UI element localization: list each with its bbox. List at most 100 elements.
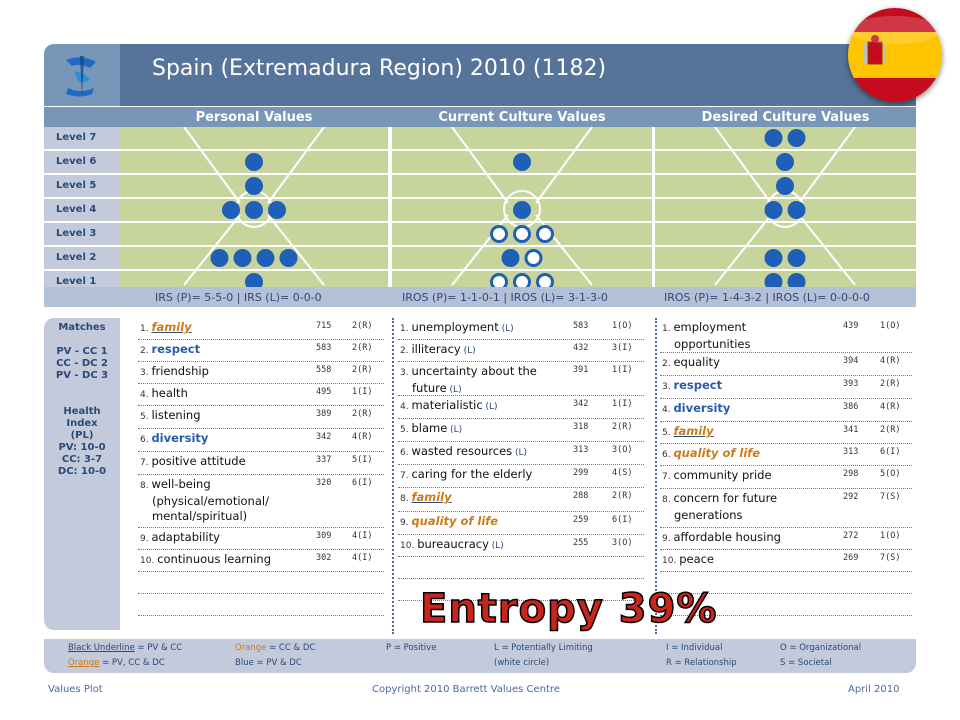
value-item: 5. listening (140, 408, 310, 425)
value-rank: 9. (140, 534, 152, 544)
vote-count: 386 (843, 402, 859, 412)
row-divider (398, 418, 644, 419)
value-label: quality of life (411, 514, 499, 528)
vote-count: 342 (316, 432, 332, 442)
value-rank: 7. (662, 472, 674, 482)
limiting-value-dot (524, 249, 543, 267)
hourglass-line (535, 127, 593, 204)
value-label: positive attitude (151, 454, 246, 468)
barrett-logo (44, 44, 120, 106)
level-band (655, 223, 916, 245)
row-divider (660, 571, 912, 572)
vote-count: 439 (843, 321, 859, 331)
limiting-marker: (L) (482, 402, 498, 412)
value-label: bureaucracy (417, 537, 489, 551)
vote-count: 259 (573, 515, 589, 525)
legend-white-circle: (white circle) (494, 658, 550, 668)
match-cc-dc: CC - DC 2 (56, 358, 108, 369)
value-rank: 8. (140, 481, 152, 491)
value-rank: 8. (400, 494, 412, 504)
vote-count: 313 (843, 447, 859, 457)
limiting-value-dot (513, 225, 531, 243)
level-code: 5(O) (880, 469, 901, 479)
value-item: 6. diversity (140, 431, 310, 448)
value-item: 8. concern for future generations (662, 491, 837, 523)
title-bar (120, 44, 916, 106)
value-rank: 2. (140, 346, 152, 356)
value-rank: 1. (662, 324, 674, 334)
positive-value-dot (268, 201, 286, 219)
row-divider (398, 361, 644, 362)
legend-limiting: L = Potentially Limiting (494, 643, 593, 653)
level-code: 1(I) (612, 365, 633, 375)
value-item: 7. caring for the elderly (400, 467, 567, 484)
row-divider (660, 488, 912, 489)
value-label: affordable housing (673, 530, 781, 544)
value-label: family (151, 320, 192, 334)
value-item: 2. equality (662, 355, 837, 372)
row-divider (660, 443, 912, 444)
value-rank: 4. (400, 402, 412, 412)
value-item: 4. health (140, 386, 310, 403)
limiting-value-dot (536, 273, 554, 287)
row-divider (398, 511, 644, 512)
value-item: 8. well-being (physical/emotional/mental/… (140, 477, 310, 524)
value-item: 8. family (400, 490, 567, 507)
value-item: 10. peace (662, 552, 837, 569)
positive-value-dot (764, 249, 783, 267)
value-item: 2. illiteracy (L) (400, 342, 567, 359)
positive-value-dot (245, 177, 263, 195)
value-rank: 3. (662, 382, 674, 392)
value-rank: 4. (662, 405, 674, 415)
row-divider (138, 428, 384, 429)
value-item: 3. uncertainty about the future (L) (400, 364, 567, 398)
limiting-value-dot (490, 225, 508, 243)
value-item: 7. community pride (662, 468, 837, 485)
row-divider (398, 534, 644, 535)
limiting-marker: (L) (512, 448, 528, 458)
level-label-2: Level 2 (44, 247, 120, 269)
value-rank: 5. (662, 428, 674, 438)
value-item: 10. bureaucracy (L) (400, 537, 567, 554)
vote-count: 337 (316, 455, 332, 465)
entropy-callout: Entropy 39% (419, 585, 718, 633)
value-item: 4. materialistic (L) (400, 398, 567, 415)
column-header-current: Current Culture Values (438, 110, 606, 125)
value-label: equality (673, 355, 720, 369)
positive-value-dot (222, 201, 240, 219)
vote-count: 432 (573, 343, 589, 353)
vote-count: 394 (843, 356, 859, 366)
limiting-marker: (L) (447, 425, 463, 435)
value-label: peace (679, 552, 715, 566)
level-band (655, 247, 916, 269)
column-separator (655, 318, 657, 634)
vote-count: 342 (573, 399, 589, 409)
level-band (655, 127, 916, 149)
vote-count: 583 (573, 321, 589, 331)
legend-black-underline: Black Underline = PV & CC (68, 643, 183, 653)
value-item: 7. positive attitude (140, 454, 310, 471)
footer-left: Values Plot (48, 684, 103, 695)
level-code: 2(R) (352, 409, 373, 419)
level-band (392, 247, 652, 269)
positive-value-dot (787, 129, 806, 147)
row-divider (398, 600, 644, 601)
hourglass-line (714, 214, 772, 286)
positive-value-dot (776, 177, 794, 195)
level-label-3: Level 3 (44, 223, 120, 245)
row-divider (660, 593, 912, 594)
value-label-cont: generations (674, 508, 743, 522)
row-divider (660, 549, 912, 550)
level-band (655, 271, 916, 287)
value-label: respect (151, 342, 201, 356)
value-label: respect (673, 378, 723, 392)
positive-value-dot (764, 273, 783, 287)
footer-date: April 2010 (848, 684, 900, 695)
vote-count: 309 (316, 531, 332, 541)
value-label: unemployment (411, 320, 499, 334)
vote-count: 298 (843, 469, 859, 479)
value-rank: 6. (140, 435, 152, 445)
positive-value-dot (245, 201, 263, 219)
level-code: 4(I) (352, 531, 373, 541)
